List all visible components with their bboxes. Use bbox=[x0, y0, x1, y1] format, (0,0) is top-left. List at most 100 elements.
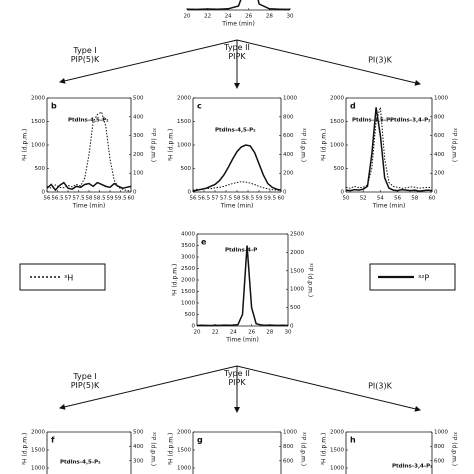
y-tick-label: 1000 bbox=[181, 301, 195, 307]
x-tick-label: 56.5 bbox=[198, 196, 211, 202]
panel-letter: h bbox=[350, 436, 356, 445]
y2-tick-label: 600 bbox=[434, 133, 445, 139]
x-tick-label: 57.5 bbox=[220, 196, 233, 202]
y2-axis-label: ³²P (d.p.m.) bbox=[451, 128, 458, 162]
y-tick-label: 1500 bbox=[330, 448, 344, 454]
peak-label: PtdIns-4,5-P₂ bbox=[68, 118, 109, 124]
arrow bbox=[236, 39, 421, 86]
series-line bbox=[46, 111, 132, 192]
series-line bbox=[345, 107, 433, 192]
y-tick-label: 1000 bbox=[31, 143, 45, 149]
x-tick-label: 20 bbox=[194, 330, 201, 336]
y2-tick-label: 0 bbox=[133, 190, 137, 196]
y2-tick-label: 0 bbox=[434, 190, 438, 196]
series-line bbox=[196, 245, 289, 327]
legend-box bbox=[19, 263, 106, 291]
peak-label: PtdIns-4,5-P₂ bbox=[60, 460, 101, 466]
y-axis-label: ³H (d.p.m.) bbox=[22, 433, 29, 466]
y2-tick-label: 300 bbox=[133, 458, 144, 464]
legend-label: ³H bbox=[64, 274, 73, 283]
x-tick-label: 24 bbox=[225, 14, 232, 20]
y2-tick-label: 800 bbox=[434, 444, 445, 450]
x-tick-label: 52 bbox=[360, 196, 367, 202]
y-tick-label: 1000 bbox=[31, 466, 45, 472]
x-tick-label: 26 bbox=[248, 330, 255, 336]
y-tick-label: 1000 bbox=[177, 466, 191, 472]
y-tick-label: 1000 bbox=[330, 466, 344, 472]
y2-tick-label: 0 bbox=[283, 190, 287, 196]
arrow bbox=[59, 39, 238, 84]
y-tick-label: 0 bbox=[341, 190, 345, 196]
y-tick-label: 1500 bbox=[31, 119, 45, 125]
y2-tick-label: 1000 bbox=[283, 96, 297, 102]
x-tick-label: 57 bbox=[65, 196, 72, 202]
y2-axis-label: ³²P (d.p.m.) bbox=[451, 432, 458, 466]
x-tick-label: 22 bbox=[212, 330, 219, 336]
series-line bbox=[345, 107, 433, 189]
y2-tick-label: 400 bbox=[434, 152, 445, 158]
peak-label: PtdIns-4-P bbox=[225, 248, 257, 254]
x-axis-label: Time (min) bbox=[72, 203, 106, 210]
x-tick-label: 58 bbox=[234, 196, 241, 202]
y-tick-label: 2000 bbox=[330, 430, 344, 436]
y2-tick-label: 200 bbox=[133, 152, 144, 158]
y2-tick-label: 1000 bbox=[283, 430, 297, 436]
enzyme-label: PIPK bbox=[228, 52, 246, 61]
x-tick-label: 22 bbox=[204, 14, 211, 20]
y2-axis-label: ³²P (d.p.m.) bbox=[300, 128, 307, 162]
x-tick-label: 59.5 bbox=[114, 196, 127, 202]
x-tick-label: 60 bbox=[278, 196, 285, 202]
x-tick-label: 54 bbox=[377, 196, 384, 202]
x-tick-label: 56 bbox=[394, 196, 401, 202]
x-tick-label: 50 bbox=[343, 196, 350, 202]
y2-tick-label: 800 bbox=[283, 114, 294, 120]
y2-tick-label: 600 bbox=[283, 458, 294, 464]
enzyme-label: PIP(5)K bbox=[71, 381, 100, 390]
x-tick-label: 56 bbox=[190, 196, 197, 202]
legend-box bbox=[369, 263, 456, 291]
x-tick-label: 59 bbox=[107, 196, 114, 202]
y2-tick-label: 400 bbox=[133, 444, 144, 450]
y2-tick-label: 300 bbox=[133, 133, 144, 139]
y2-tick-label: 1500 bbox=[290, 268, 304, 274]
y2-tick-label: 1000 bbox=[290, 287, 304, 293]
y-tick-label: 500 bbox=[185, 312, 196, 318]
y-axis-label: ³H (d.p.m.) bbox=[168, 433, 175, 466]
x-tick-label: 28 bbox=[266, 14, 273, 20]
y-tick-label: 2500 bbox=[181, 266, 195, 272]
x-axis-label: Time (min) bbox=[220, 203, 254, 210]
x-tick-label: 56.5 bbox=[51, 196, 64, 202]
series-line bbox=[192, 144, 282, 192]
y2-tick-label: 200 bbox=[434, 171, 445, 177]
y2-tick-label: 400 bbox=[283, 152, 294, 158]
y-tick-label: 0 bbox=[192, 324, 196, 330]
y2-tick-label: 800 bbox=[283, 444, 294, 450]
y-tick-label: 500 bbox=[334, 166, 345, 172]
y2-tick-label: 100 bbox=[133, 171, 144, 177]
y-axis-label: ³H (d.p.m.) bbox=[321, 129, 328, 162]
y-tick-label: 2000 bbox=[177, 96, 191, 102]
y-tick-label: 0 bbox=[42, 190, 46, 196]
enzyme-label: Type II bbox=[223, 43, 250, 52]
y2-tick-label: 800 bbox=[434, 114, 445, 120]
y-tick-label: 1500 bbox=[177, 119, 191, 125]
y-tick-label: 2000 bbox=[31, 96, 45, 102]
y2-axis-label: ³²P (d.p.m.) bbox=[307, 263, 314, 297]
peak-label: PtdIns-3,4-P₂ bbox=[392, 464, 433, 470]
peak-label: PtdIns-4,5-P₂ bbox=[215, 128, 256, 134]
y2-tick-label: 500 bbox=[133, 430, 144, 436]
enzyme-label: PIPK bbox=[228, 378, 246, 387]
panel-letter: b bbox=[51, 102, 57, 111]
panel-letter: e bbox=[201, 238, 207, 247]
x-tick-label: 28 bbox=[266, 330, 273, 336]
y-tick-label: 1500 bbox=[177, 448, 191, 454]
y-tick-label: 2000 bbox=[31, 430, 45, 436]
y2-tick-label: 0 bbox=[290, 324, 294, 330]
series-line bbox=[186, 0, 291, 11]
x-tick-label: 59.5 bbox=[264, 196, 277, 202]
x-tick-label: 57 bbox=[212, 196, 219, 202]
y-tick-label: 1500 bbox=[31, 448, 45, 454]
y2-tick-label: 1000 bbox=[434, 96, 448, 102]
panel-letter: d bbox=[350, 102, 356, 111]
